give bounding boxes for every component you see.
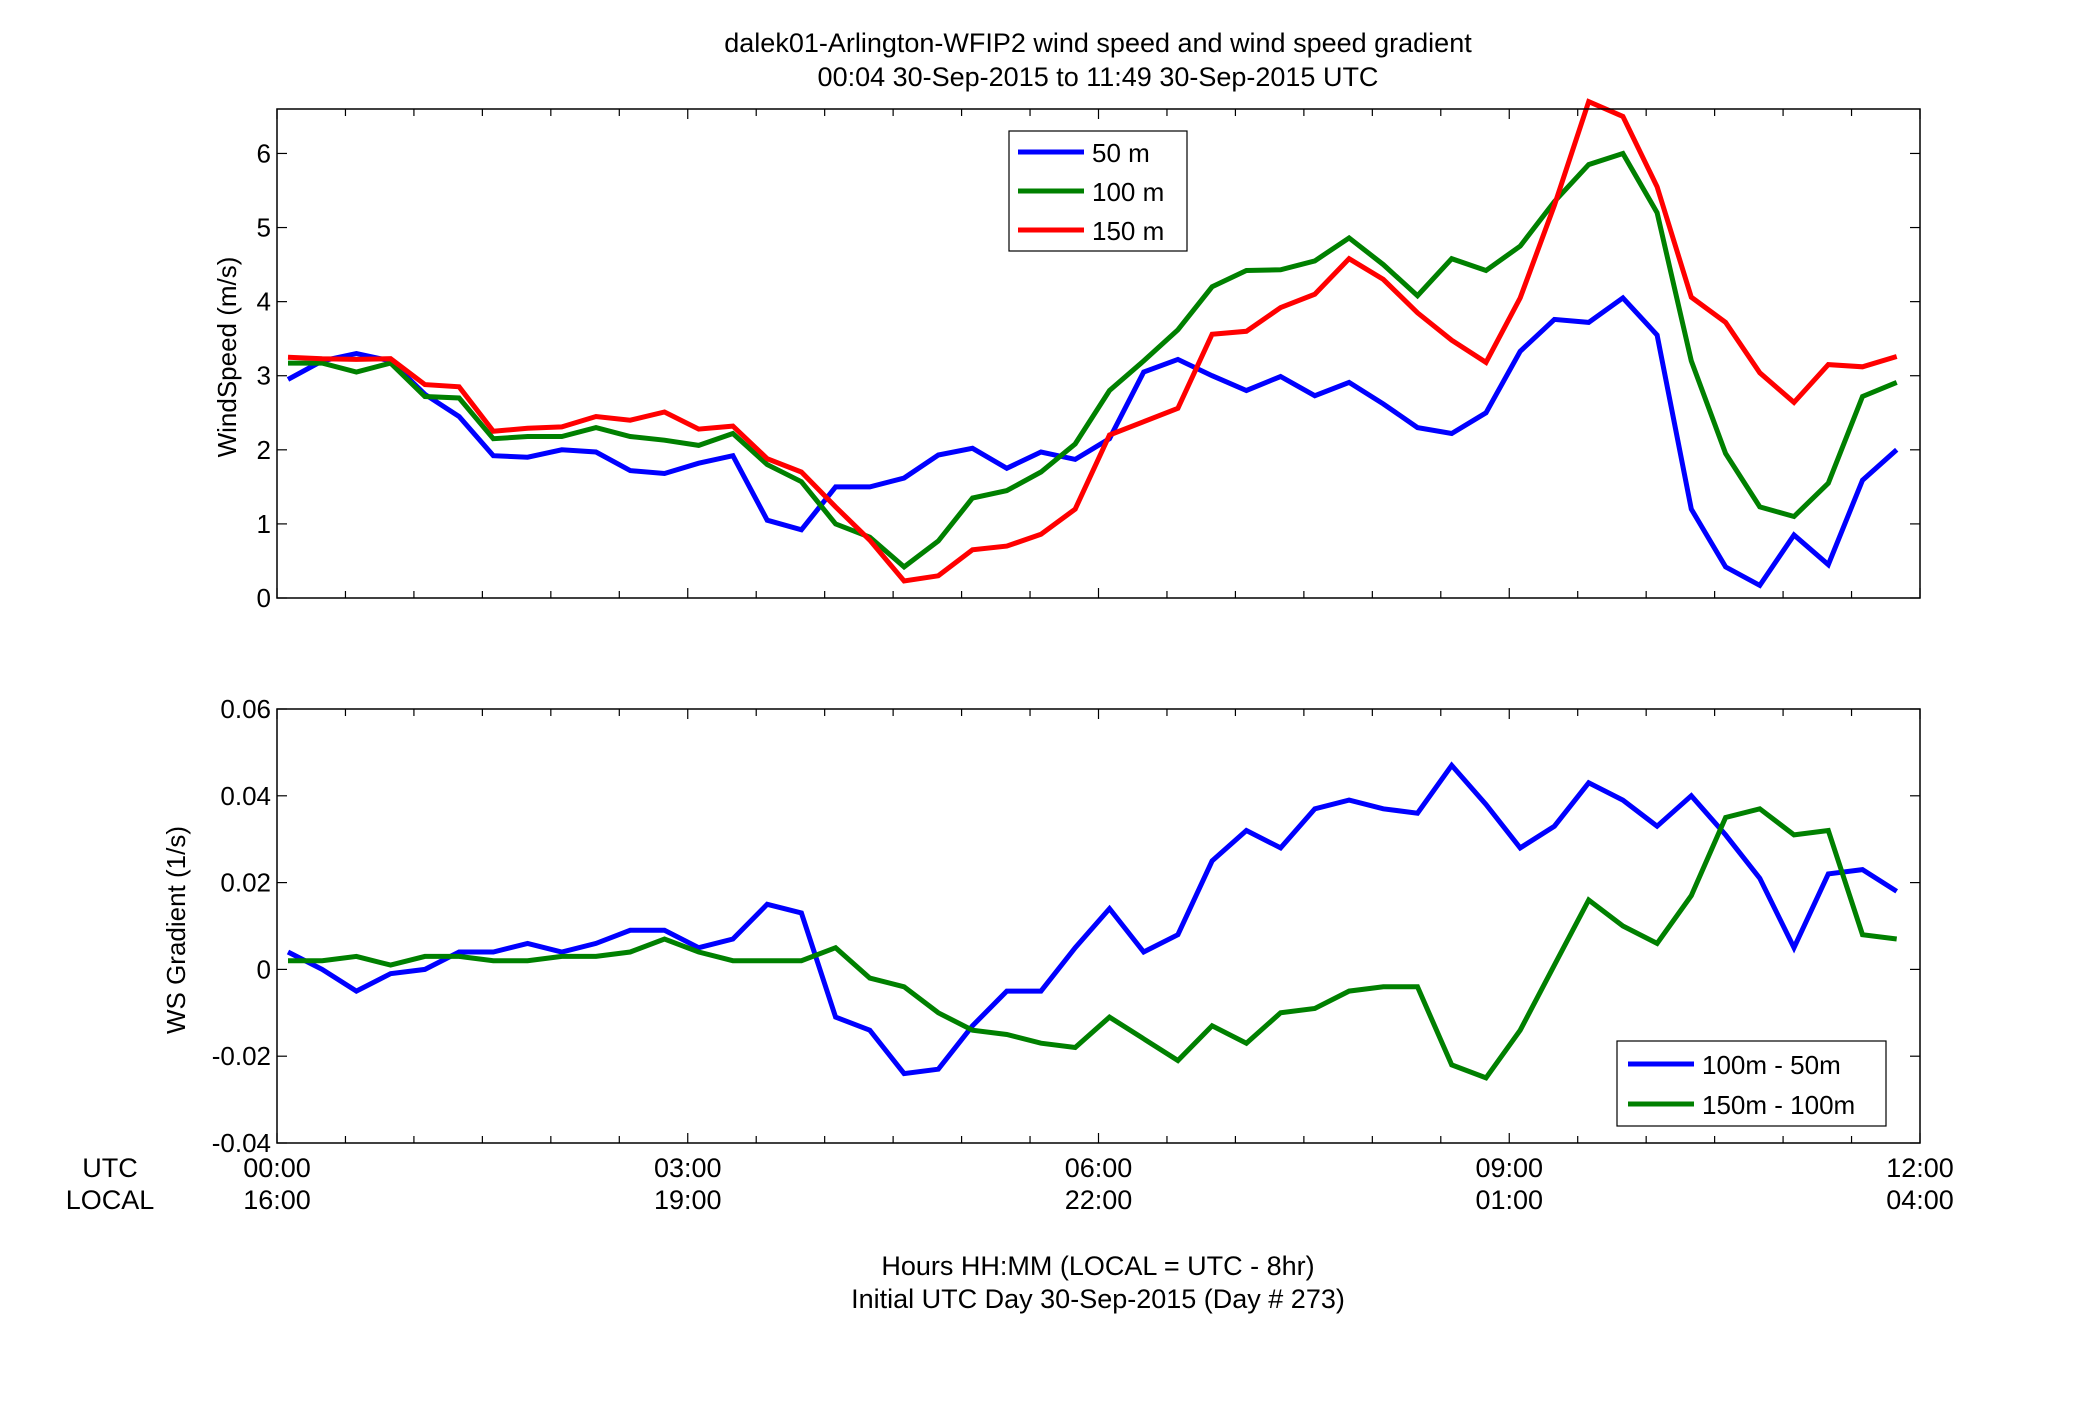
- local-tick-label: 22:00: [1065, 1185, 1133, 1215]
- windspeed-panel: WindSpeed (m/s) 0 1 2 3 4 5 6 50 m 100 m 150 m: [212, 98, 1921, 613]
- utc-tick-label: 06:00: [1065, 1153, 1133, 1183]
- legend-label-150m-100m: 150m - 100m: [1702, 1090, 1855, 1120]
- windspeed-ylabel: WindSpeed (m/s): [212, 257, 242, 458]
- windspeed-series-line-1: [288, 150, 1898, 571]
- windspeed-series-line-2: [287, 98, 1898, 584]
- gradient-legend-box: [1616, 1040, 1887, 1127]
- utc-tick-label: 03:00: [654, 1153, 722, 1183]
- legend-label-150m: 150 m: [1092, 216, 1164, 246]
- windspeed-ytick-label: 3: [257, 361, 271, 391]
- gradient-ytick-label: -0.04: [212, 1128, 271, 1158]
- local-tick-label: 16:00: [243, 1185, 311, 1215]
- legend-label-100m-50m: 100m - 50m: [1702, 1050, 1841, 1080]
- windspeed-ytick-label: 1: [257, 509, 271, 539]
- windspeed-series-line-0: [286, 294, 1899, 589]
- windspeed-series: [286, 98, 1899, 589]
- gradient-panel: WS Gradient (1/s) -0.04 -0.02 0 0.02 0.04 0.0…: [161, 694, 1921, 1158]
- gradient-ytick-label: 0.06: [220, 694, 271, 724]
- gradient-ylabel: WS Gradient (1/s): [161, 826, 191, 1034]
- gradient-ytick-label: 0.02: [220, 868, 271, 898]
- local-tick-label: 04:00: [1886, 1185, 1954, 1215]
- local-row-label: LOCAL: [66, 1185, 155, 1215]
- gradient-series: [286, 761, 1899, 1081]
- windspeed-ytick-label: 2: [257, 435, 271, 465]
- gradient-legend: 100m - 50m 150m - 100m: [1616, 1040, 1887, 1127]
- windspeed-legend: 50 m 100 m 150 m: [1008, 130, 1188, 252]
- gradient-ytick-label: -0.02: [212, 1041, 271, 1071]
- gradient-axes-box: [276, 708, 1921, 1144]
- windspeed-ytick-label: 6: [257, 138, 271, 168]
- figure-subtitle: 00:04 30-Sep-2015 to 11:49 30-Sep-2015 U…: [818, 62, 1379, 92]
- windspeed-ytick-label: 5: [257, 213, 271, 243]
- gradient-ytick-label: 0.04: [220, 781, 271, 811]
- x-axis-sublabel: Initial UTC Day 30-Sep-2015 (Day # 273): [851, 1284, 1345, 1314]
- utc-tick-label: 12:00: [1886, 1153, 1954, 1183]
- local-tick-label: 19:00: [654, 1185, 722, 1215]
- windspeed-axes-box: [276, 108, 1921, 599]
- windspeed-ytick-label: 4: [257, 287, 271, 317]
- gradient-axis-ticks: -0.04 -0.02 0 0.02 0.04 0.06: [212, 694, 1921, 1158]
- local-tick-label: 01:00: [1475, 1185, 1543, 1215]
- utc-row-label: UTC: [82, 1153, 138, 1183]
- gradient-series-line-1: [288, 806, 1898, 1081]
- windspeed-ytick-label: 0: [257, 583, 271, 613]
- gradient-ytick-label: 0: [257, 954, 271, 984]
- figure-title: dalek01-Arlington-WFIP2 wind speed and w…: [724, 28, 1472, 58]
- utc-tick-label: 00:00: [243, 1153, 311, 1183]
- utc-tick-label: 09:00: [1475, 1153, 1543, 1183]
- x-axis-label: Hours HH:MM (LOCAL = UTC - 8hr): [881, 1251, 1314, 1281]
- windspeed-axis-ticks: 0 1 2 3 4 5 6: [257, 109, 1921, 613]
- legend-label-50m: 50 m: [1092, 138, 1150, 168]
- legend-label-100m: 100 m: [1092, 177, 1164, 207]
- gradient-series-line-0: [286, 761, 1899, 1077]
